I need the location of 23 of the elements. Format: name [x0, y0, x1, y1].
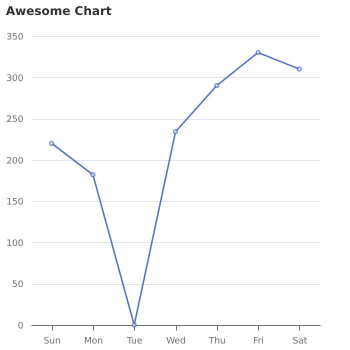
- y-tick-label: 250: [6, 115, 24, 126]
- point: [255, 50, 261, 56]
- y-tick-label: 0: [18, 322, 24, 332]
- x-tick-label: Sat: [292, 336, 308, 346]
- point: [214, 82, 220, 88]
- point: [296, 66, 302, 72]
- point: [49, 140, 54, 146]
- chart-title: Awesome Chart: [6, 4, 112, 18]
- x-tick-label: Sun: [44, 336, 61, 346]
- y-tick-label: 150: [6, 198, 24, 208]
- y-tick-label: 200: [6, 156, 24, 166]
- y-tick-label: 50: [12, 280, 24, 290]
- x-tick-label: Thu: [208, 336, 226, 346]
- y-tick-label: 300: [6, 74, 24, 84]
- x-tick-label: Wed: [166, 336, 186, 346]
- point: [132, 322, 137, 328]
- point: [172, 129, 178, 134]
- y-tick-label: 350: [6, 32, 24, 42]
- x-tick-label: Mon: [84, 336, 103, 346]
- point: [90, 172, 96, 178]
- y-tick-label: 100: [6, 238, 24, 249]
- x-tick-label: Fri: [253, 336, 264, 346]
- x-tick-label: Tue: [126, 336, 143, 346]
